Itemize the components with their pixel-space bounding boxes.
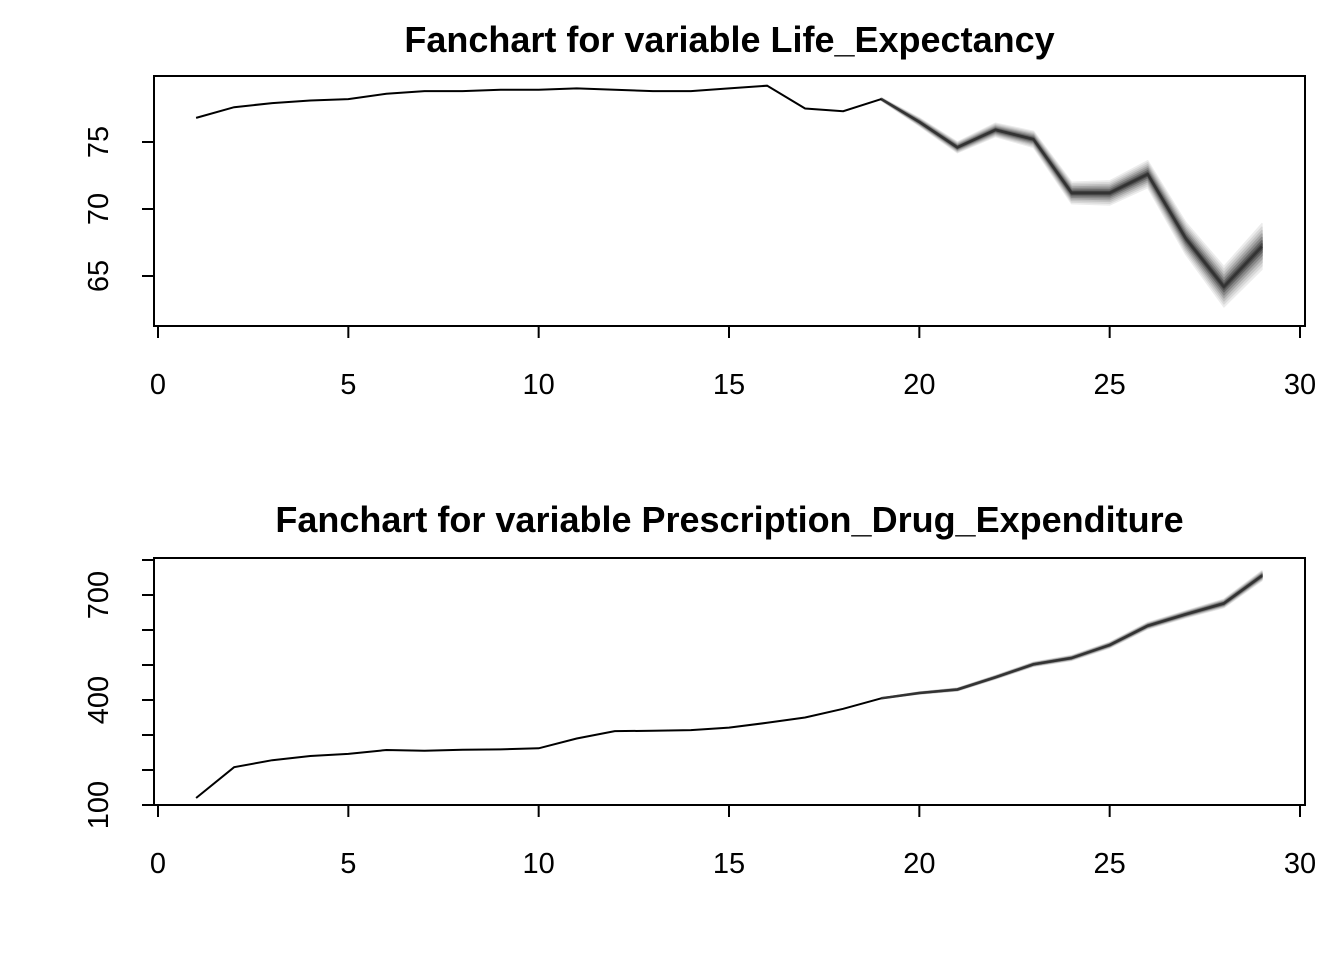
y-axis: 65 70 75 bbox=[83, 126, 155, 292]
x-tick-label: 30 bbox=[1284, 848, 1316, 880]
fan-band-1 bbox=[880, 570, 1263, 700]
fan-band-7 bbox=[880, 574, 1263, 700]
fan-band-6 bbox=[880, 573, 1263, 700]
x-tick-label: 30 bbox=[1284, 369, 1316, 401]
x-tick-label: 20 bbox=[903, 369, 935, 401]
y-tick-label: 70 bbox=[83, 193, 115, 225]
x-tick-label: 0 bbox=[150, 369, 166, 401]
y-tick-label: 700 bbox=[83, 571, 115, 619]
x-axis: 0 5 10 15 20 25 30 bbox=[150, 325, 1316, 401]
y-axis: 100 400 700 bbox=[83, 559, 155, 829]
chart-panel-2: Fanchart for variable Prescription_Drug_… bbox=[83, 499, 1316, 880]
x-tick-label: 15 bbox=[713, 369, 745, 401]
plot-frame bbox=[153, 75, 1306, 327]
fan-band-6 bbox=[880, 98, 1263, 293]
forecast-median-line bbox=[881, 574, 1263, 700]
fan-band-5 bbox=[880, 97, 1263, 296]
forecast-fan bbox=[880, 570, 1263, 700]
y-tick-label: 65 bbox=[83, 260, 115, 292]
chart-panel-1: Fanchart for variable Life_Expectancy 0 5 1… bbox=[83, 19, 1316, 401]
x-tick-label: 10 bbox=[523, 848, 555, 880]
fan-band-4 bbox=[880, 572, 1263, 700]
x-tick-label: 20 bbox=[903, 848, 935, 880]
x-axis: 0 5 10 15 20 25 30 bbox=[150, 804, 1316, 880]
y-tick-label: 100 bbox=[83, 781, 115, 829]
x-tick-label: 5 bbox=[340, 369, 356, 401]
y-tick-label: 400 bbox=[83, 676, 115, 724]
x-tick-label: 5 bbox=[340, 848, 356, 880]
observed-series-line bbox=[195, 697, 882, 799]
fan-band-5 bbox=[880, 573, 1263, 700]
x-tick-label: 0 bbox=[150, 848, 166, 880]
observed-series-line bbox=[195, 84, 882, 119]
chart-title: Fanchart for variable Prescription_Drug_… bbox=[275, 499, 1183, 540]
x-tick-label: 25 bbox=[1094, 848, 1126, 880]
x-tick-label: 10 bbox=[523, 369, 555, 401]
forecast-median-line bbox=[880, 98, 1263, 288]
forecast-fan bbox=[880, 97, 1263, 308]
x-tick-label: 15 bbox=[713, 848, 745, 880]
x-tick-label: 25 bbox=[1094, 369, 1126, 401]
chart-title: Fanchart for variable Life_Expectancy bbox=[404, 19, 1054, 60]
fan-band-4 bbox=[880, 97, 1263, 299]
plot-frame bbox=[153, 557, 1306, 806]
fan-band-2 bbox=[880, 570, 1263, 700]
fan-band-3 bbox=[880, 571, 1263, 700]
y-tick-label: 75 bbox=[83, 126, 115, 158]
